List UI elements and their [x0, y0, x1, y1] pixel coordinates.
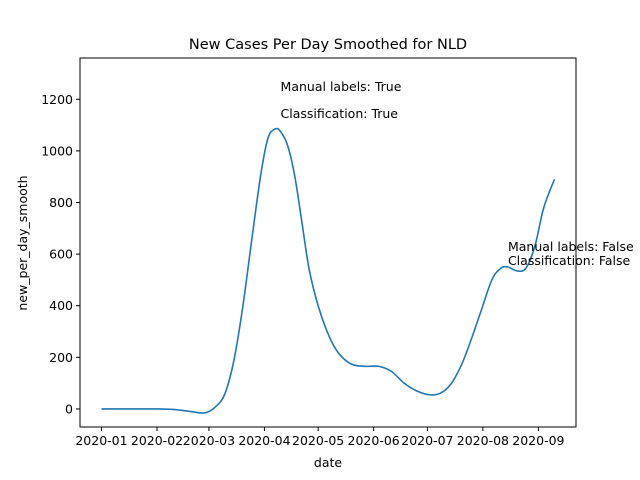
x-tick-label: 2020-07: [401, 433, 453, 448]
chart-title: New Cases Per Day Smoothed for NLD: [189, 37, 467, 53]
x-tick-label: 2020-04: [238, 433, 290, 448]
y-tick-label: 1000: [41, 143, 73, 158]
x-axis-label: date: [314, 455, 342, 470]
x-tick-label: 2020-08: [457, 433, 509, 448]
y-axis-label: new_per_day_smooth: [15, 175, 30, 310]
x-tick-label: 2020-09: [512, 433, 564, 448]
annotation-label: Classification: False: [508, 253, 631, 268]
y-tick-label: 600: [49, 247, 73, 262]
annotations: Manual labels: True Classification: True M…: [281, 79, 634, 268]
series-line: [101, 127, 556, 414]
y-tick-label: 800: [49, 195, 73, 210]
y-tick-label: 400: [49, 298, 73, 313]
plot-area-frame: [79, 57, 577, 428]
x-tick-label: 2020-02: [131, 433, 183, 448]
y-tick-label: 200: [49, 350, 73, 365]
x-tick-label: 2020-06: [348, 433, 400, 448]
x-tick-label: 2020-01: [75, 433, 127, 448]
annotation-label: Manual labels: False: [508, 239, 634, 254]
annotation-label: Manual labels: True: [281, 79, 402, 94]
annotation-label: Classification: True: [281, 106, 399, 121]
y-tick-label: 1200: [41, 92, 73, 107]
x-axis: 2020-01 2020-02 2020-03 2020-04 2020-05 2020-…: [75, 427, 565, 448]
x-tick-label: 2020-03: [183, 433, 235, 448]
y-tick-label: 0: [65, 401, 73, 416]
y-axis: 0 200 400 600 800 1000 1200: [41, 92, 80, 416]
x-tick-label: 2020-05: [292, 433, 344, 448]
